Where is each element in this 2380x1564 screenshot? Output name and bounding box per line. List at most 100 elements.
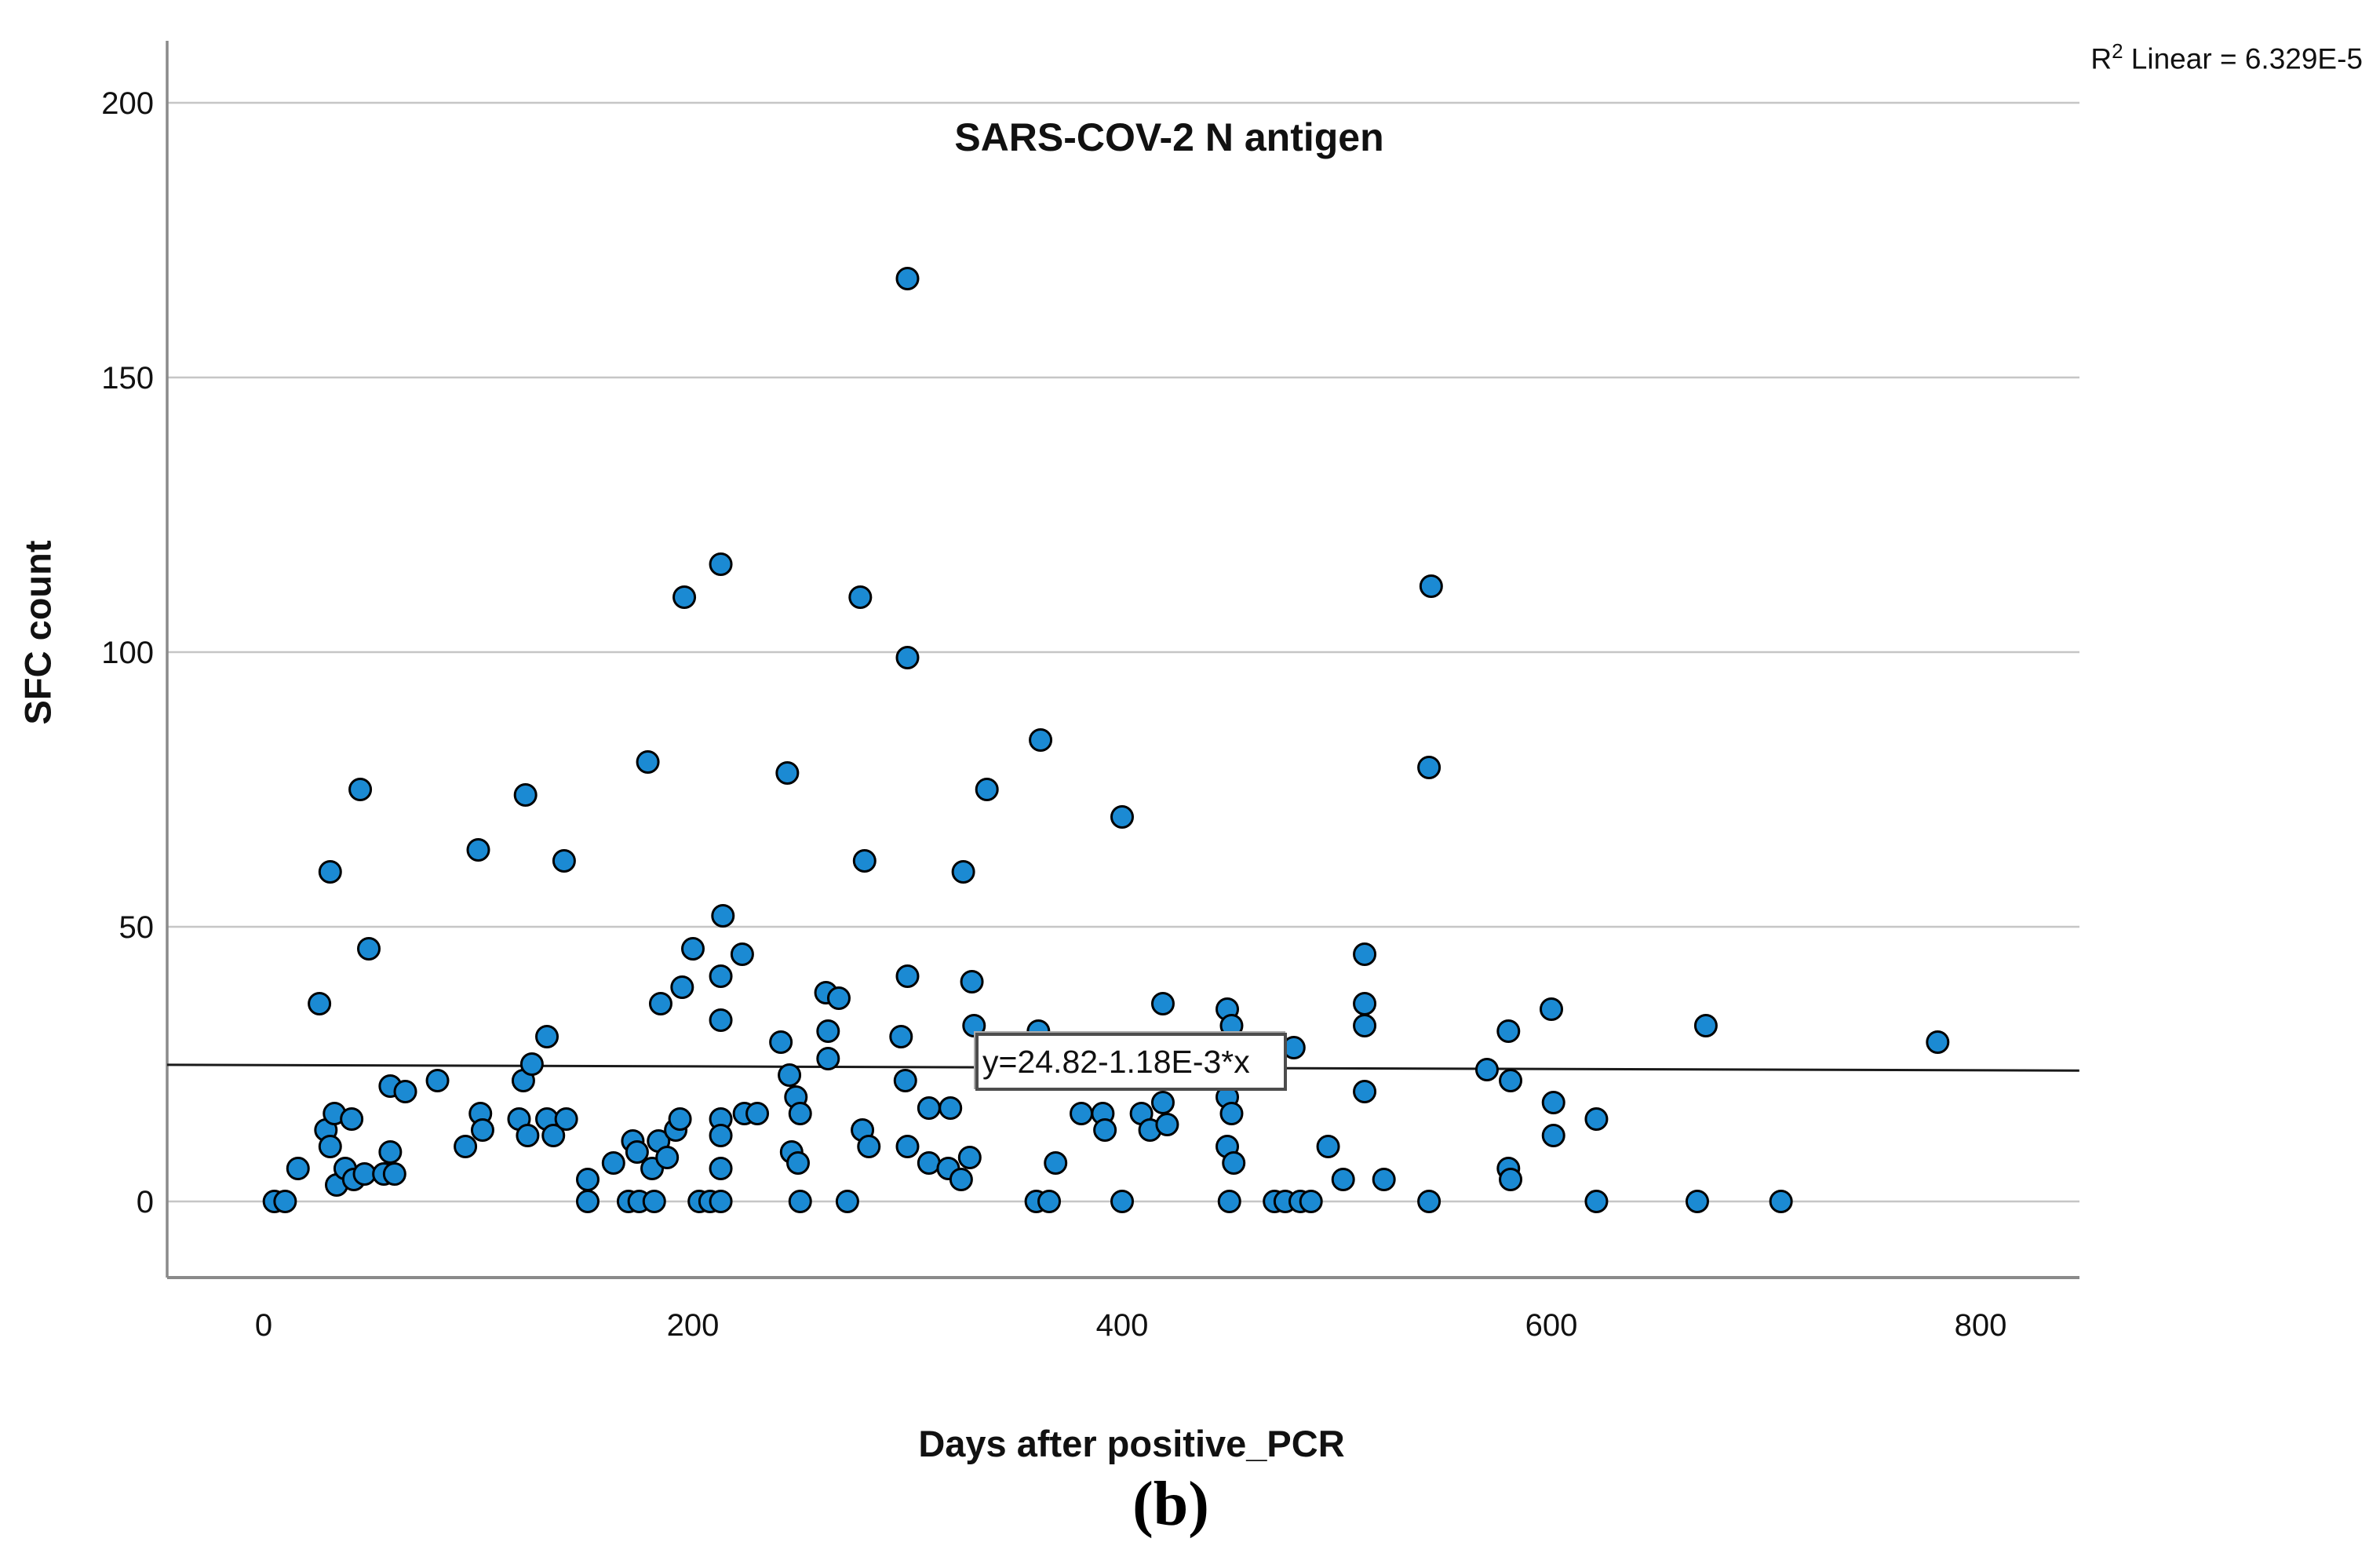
r-squared-value: Linear = 6.329E-5	[2123, 42, 2363, 75]
data-point	[672, 585, 697, 609]
data-point	[1150, 1091, 1175, 1114]
data-point	[1110, 1190, 1134, 1213]
data-point	[1499, 1168, 1523, 1191]
x-axis-title: Days after positive_PCR	[918, 1423, 1345, 1464]
data-point	[601, 1151, 625, 1175]
data-point	[1070, 1102, 1094, 1125]
data-point	[642, 1190, 666, 1213]
data-point	[516, 1124, 540, 1147]
data-point	[519, 1052, 544, 1076]
data-point	[835, 1190, 859, 1213]
data-point	[1496, 1019, 1521, 1043]
data-point	[575, 1168, 600, 1191]
data-point	[709, 964, 733, 988]
data-point	[816, 1019, 840, 1043]
data-point	[552, 849, 576, 873]
data-point	[454, 1135, 478, 1158]
data-point	[1353, 1014, 1377, 1037]
data-point	[917, 1151, 941, 1175]
data-point	[709, 1157, 733, 1180]
data-point	[709, 1008, 733, 1032]
data-point	[1219, 1102, 1244, 1125]
data-point	[357, 937, 381, 961]
data-point	[1926, 1030, 1950, 1054]
data-point	[1150, 992, 1175, 1015]
data-point	[1417, 1190, 1441, 1213]
data-point	[852, 849, 877, 873]
chart-title: SARS-COV-2 N antigen	[954, 115, 1384, 159]
x-tick-label-200: 200	[667, 1308, 720, 1343]
data-point	[541, 1124, 566, 1147]
regression-equation-label: y=24.82-1.18E-3*x	[982, 1044, 1250, 1080]
data-point	[318, 860, 342, 884]
data-point	[1541, 1091, 1565, 1114]
data-point	[1037, 1190, 1062, 1213]
data-point	[1685, 1190, 1709, 1213]
data-point	[1474, 1058, 1499, 1081]
data-point	[1155, 1113, 1179, 1136]
y-tick-label-50: 50	[119, 910, 155, 945]
data-point	[575, 1190, 600, 1213]
data-point	[470, 1118, 494, 1142]
data-point	[1499, 1069, 1523, 1092]
data-point	[1584, 1107, 1609, 1131]
data-point	[648, 992, 672, 1015]
data-point	[1331, 1168, 1355, 1191]
data-point	[951, 860, 975, 884]
data-point	[960, 970, 984, 993]
x-tick-label-800: 800	[1955, 1308, 2007, 1343]
data-point	[655, 1146, 680, 1169]
regression-equation-box: y=24.82-1.18E-3*x	[975, 1033, 1287, 1091]
data-point	[957, 1146, 982, 1169]
x-tick-label-0: 0	[255, 1308, 272, 1343]
data-point	[1584, 1190, 1609, 1213]
data-point	[778, 1063, 802, 1087]
data-point	[895, 646, 920, 669]
data-point	[1353, 942, 1377, 966]
y-tick-label-100: 100	[101, 636, 154, 670]
y-tick-label-150: 150	[101, 361, 154, 396]
panel-label: (b)	[1132, 1470, 1209, 1539]
data-point	[857, 1135, 881, 1158]
data-point	[308, 992, 332, 1015]
data-point	[1110, 805, 1134, 829]
data-point	[1316, 1135, 1340, 1158]
data-point	[286, 1157, 310, 1180]
data-point	[513, 783, 538, 807]
data-point	[554, 1107, 578, 1131]
data-point	[939, 1096, 963, 1120]
data-point	[826, 986, 851, 1010]
data-point	[975, 778, 999, 801]
data-point	[1693, 1014, 1718, 1037]
y-axis-title: SFC count	[16, 540, 59, 725]
r-squared-annotation: R2 Linear = 6.329E-5	[2090, 39, 2363, 75]
data-point	[709, 552, 733, 576]
data-point	[318, 1135, 342, 1158]
data-point	[681, 937, 705, 961]
data-point	[352, 1162, 377, 1186]
data-point	[895, 1135, 920, 1158]
x-tick-label-600: 600	[1525, 1308, 1578, 1343]
data-point	[670, 975, 694, 999]
data-point	[775, 761, 800, 785]
data-point	[1353, 1080, 1377, 1103]
data-point	[273, 1190, 297, 1213]
data-point	[709, 1124, 733, 1147]
data-point	[1299, 1190, 1323, 1213]
data-point	[1541, 1124, 1565, 1147]
data-point	[668, 1107, 692, 1131]
data-point	[788, 1190, 812, 1213]
r-squared-exponent: 2	[2112, 39, 2123, 63]
data-point	[1222, 1151, 1246, 1175]
data-point	[769, 1030, 793, 1054]
data-point	[535, 1025, 559, 1048]
data-point	[711, 904, 735, 928]
data-point	[1417, 756, 1441, 779]
data-point	[788, 1102, 812, 1125]
x-tick-label-400: 400	[1096, 1308, 1149, 1343]
data-point	[730, 942, 754, 966]
data-point	[425, 1069, 450, 1092]
data-point	[962, 1014, 986, 1037]
data-point	[1353, 992, 1377, 1015]
